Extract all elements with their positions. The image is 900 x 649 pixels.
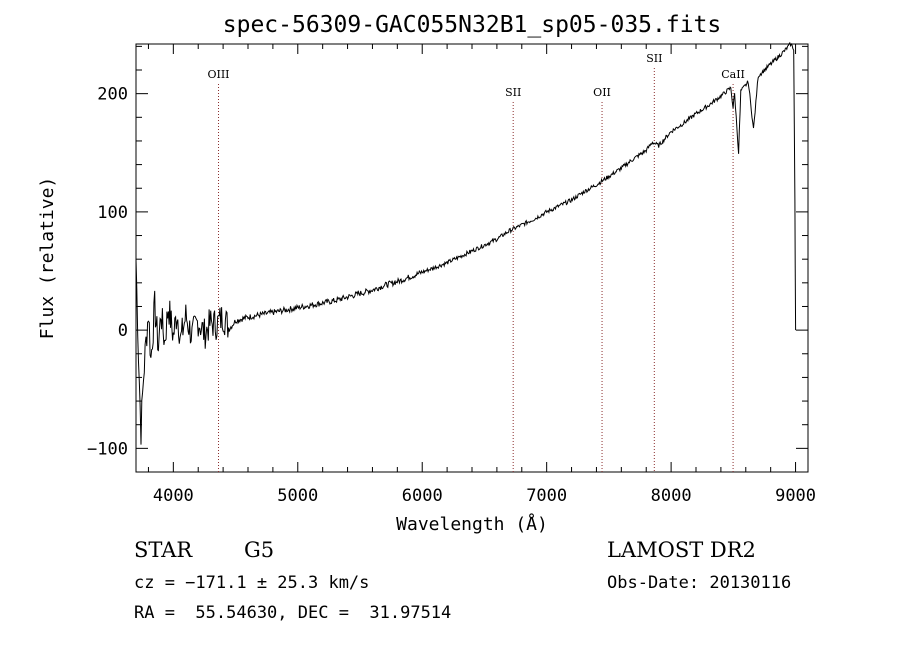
x-axis-ticks: 4000 5000 6000 7000 8000 9000 [147, 44, 816, 506]
object-subclass: G5 [244, 538, 275, 562]
chart-title: spec-56309-GAC055N32B1_sp05-035.fits [223, 12, 722, 38]
x-tick-label: 4000 [153, 486, 194, 506]
y-axis-label: Flux (relative) [37, 177, 58, 340]
redshift-cz: cz = −171.1 ± 25.3 km/s [134, 573, 370, 593]
y-tick-label: 200 [97, 85, 128, 105]
x-tick-label: 8000 [651, 486, 692, 506]
survey-name: LAMOST DR2 [607, 538, 756, 562]
x-tick-label: 9000 [775, 486, 816, 506]
spectrum-series-line [135, 41, 797, 445]
line-marker-label: SII [505, 86, 521, 99]
line-marker-label: OIII [207, 68, 229, 81]
x-tick-label: 6000 [402, 486, 443, 506]
emission-lines: OIII SII OII SII CaII [207, 52, 745, 472]
ra-dec-coordinates: RA = 55.54630, DEC = 31.97514 [134, 603, 452, 623]
line-marker-label: OII [593, 86, 611, 99]
y-tick-label: −100 [87, 439, 128, 459]
observation-date: Obs-Date: 20130116 [607, 573, 792, 593]
line-marker-label: SII [646, 52, 662, 65]
x-tick-label: 5000 [277, 486, 318, 506]
y-axis-ticks: −100 0 100 200 [87, 45, 808, 459]
x-axis-label: Wavelength (Å) [396, 513, 548, 535]
y-tick-label: 0 [118, 321, 128, 341]
x-tick-label: 7000 [526, 486, 567, 506]
y-tick-label: 100 [97, 203, 128, 223]
line-marker-label: CaII [721, 68, 745, 81]
plot-frame [135, 43, 809, 473]
object-class: STAR [134, 538, 193, 562]
